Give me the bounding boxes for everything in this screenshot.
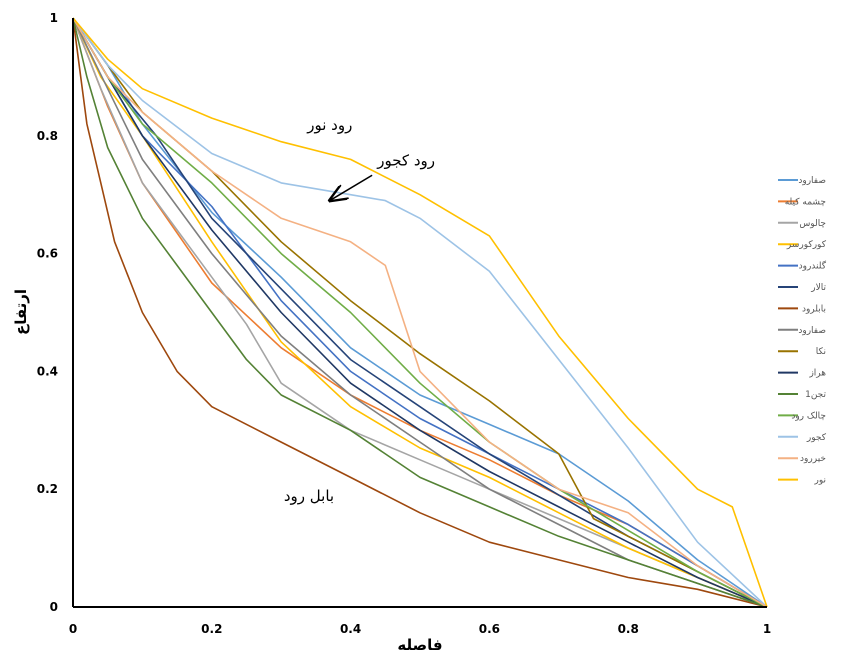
legend-label: هراز — [808, 369, 826, 379]
series-line-3 — [72, 17, 768, 608]
x-tick-label: 0.2 — [201, 622, 222, 636]
annotation-label: رود نور — [306, 116, 352, 134]
legend-label: گلندرود — [799, 260, 827, 272]
series-line-4 — [72, 17, 768, 608]
legend-label: کجور — [806, 433, 827, 443]
annotation-arrow — [330, 174, 373, 200]
legend-label: صفارود — [798, 326, 826, 336]
y-tick-label: 0.2 — [37, 482, 58, 496]
legend-label: چالک رود — [791, 411, 826, 421]
y-tick-label: 0.8 — [37, 129, 58, 143]
x-tick-label: 0 — [69, 622, 77, 636]
series-line-15 — [72, 17, 768, 608]
series-line-10 — [72, 17, 768, 608]
y-tick-label: 1 — [50, 11, 58, 25]
y-tick-label: 0.6 — [37, 247, 58, 261]
legend-label: کورکورسر — [786, 240, 827, 250]
x-tick-label: 0.8 — [618, 622, 639, 636]
series-line-14 — [72, 17, 768, 608]
series-line-12 — [72, 17, 768, 608]
annotation-label: بابل رود — [284, 487, 334, 505]
legend-label: نور — [813, 476, 826, 486]
series-line-2 — [72, 17, 768, 608]
legend-label: چشمه کیله — [785, 197, 826, 207]
y-ticks: 0 0.2 0.4 0.6 0.8 1 — [37, 11, 58, 614]
series-line-5 — [72, 17, 768, 608]
plot-lines — [72, 17, 768, 608]
series-line-7 — [72, 17, 768, 608]
x-tick-label: 0.4 — [340, 622, 361, 636]
x-tick-label: 1 — [763, 622, 771, 636]
series-line-1 — [72, 17, 768, 608]
legend-label: چالوس — [799, 219, 826, 229]
legend-label: صفارود — [798, 176, 826, 186]
legend-label: تالار — [810, 283, 826, 293]
series-line-9 — [72, 17, 768, 608]
legend-label: تجن1 — [805, 390, 826, 400]
y-tick-label: 0 — [50, 600, 58, 614]
legend-label: خیررود — [800, 454, 826, 464]
x-axis-title: فاصله — [397, 636, 442, 654]
legend-label: نکا — [816, 347, 826, 357]
x-tick-label: 0.6 — [479, 622, 500, 636]
annotations: رود نور رود کجور بابل رود — [284, 116, 435, 505]
series-line-6 — [72, 17, 768, 608]
y-axis-title: ارتفاع — [12, 289, 30, 335]
series-line-8 — [72, 17, 768, 608]
annotation-label: رود کجور — [376, 151, 435, 169]
legend: صفارود چشمه کیله چالوس کورکورسر گلندرود تالار… — [778, 176, 827, 486]
x-ticks: 0 0.2 0.4 0.6 0.8 1 — [69, 622, 771, 636]
y-tick-label: 0.4 — [37, 364, 58, 378]
series-line-11 — [72, 17, 768, 608]
legend-label: بابلرود — [802, 304, 826, 314]
series-line-13 — [72, 17, 768, 608]
